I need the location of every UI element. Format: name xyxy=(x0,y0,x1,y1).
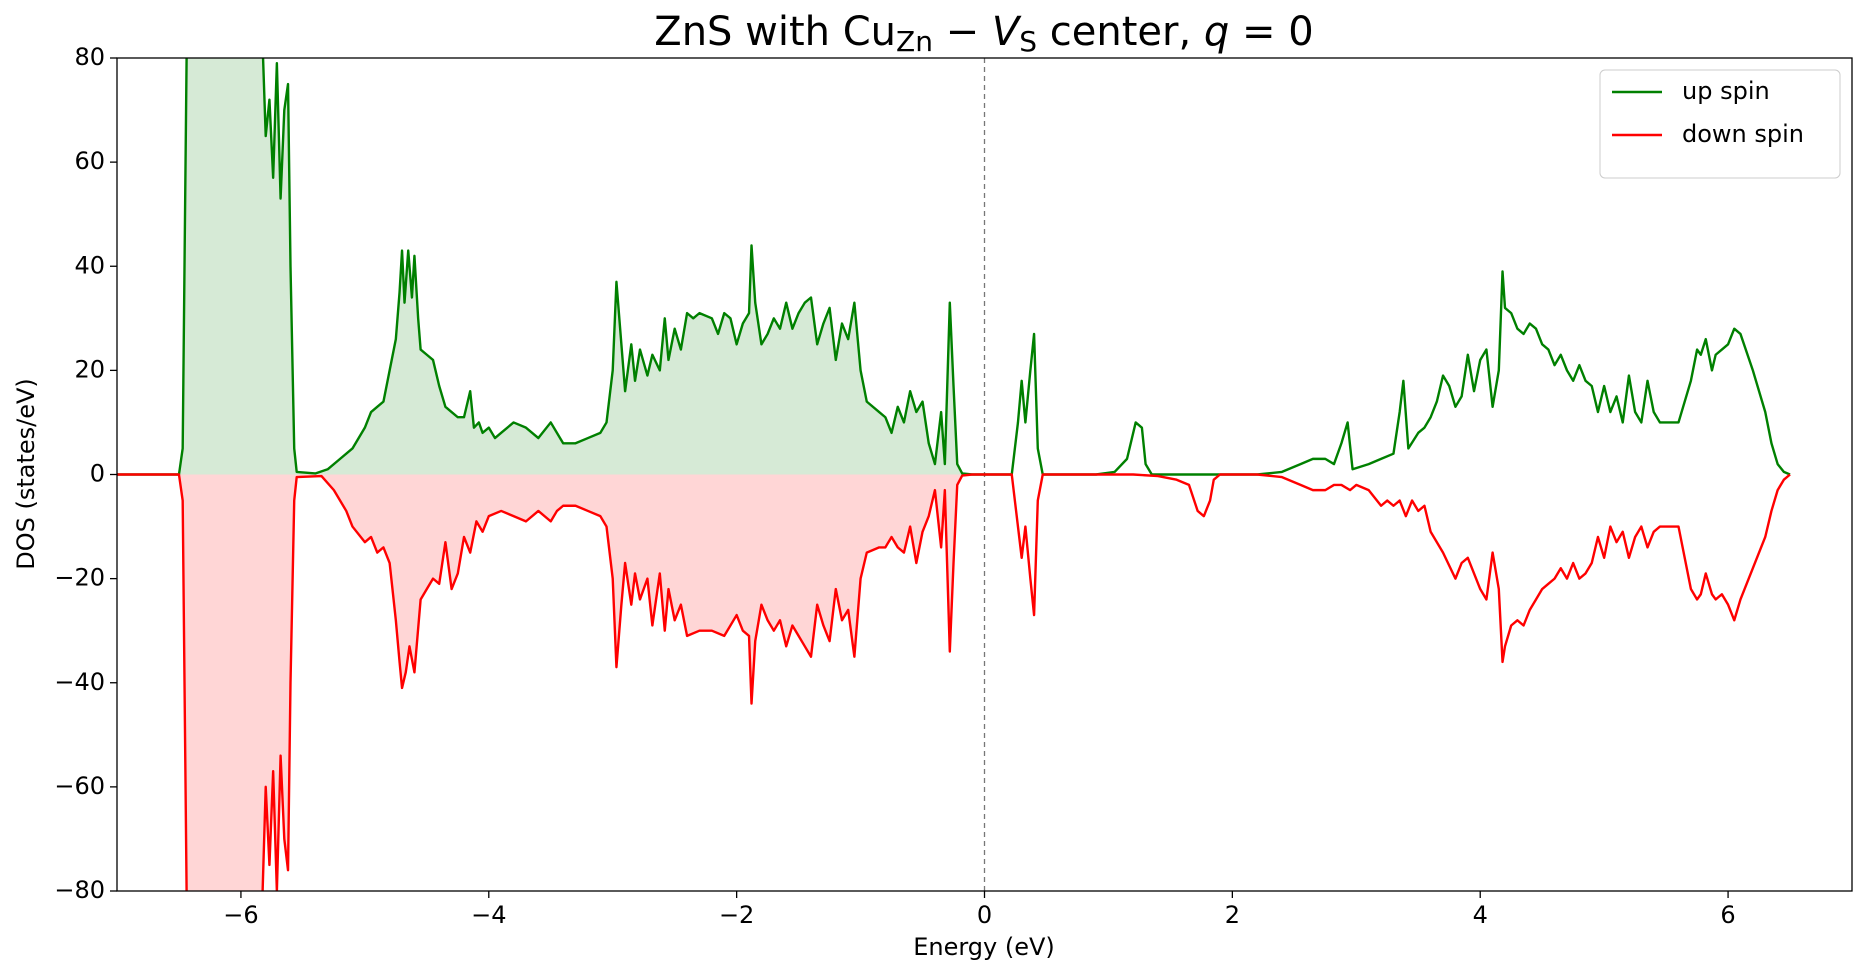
y-tick-label: −20 xyxy=(54,564,105,592)
x-axis-label: Energy (eV) xyxy=(913,933,1055,961)
legend-label: down spin xyxy=(1682,120,1804,148)
y-tick-label: −60 xyxy=(54,772,105,800)
x-tick-label: −4 xyxy=(471,901,506,929)
y-tick-label: 0 xyxy=(90,460,105,488)
x-tick-label: −6 xyxy=(223,901,258,929)
title-part: − xyxy=(933,9,992,55)
chart-title: ZnS with CuZn − VS center, q = 0 xyxy=(654,9,1313,58)
y-tick-label: 20 xyxy=(74,355,105,383)
title-part: q xyxy=(1204,9,1229,55)
area-fill xyxy=(117,58,973,475)
title-part: Zn xyxy=(896,25,933,58)
title-part: = 0 xyxy=(1229,9,1313,55)
x-tick-label: 4 xyxy=(1473,901,1488,929)
y-axis-label: DOS (states/eV) xyxy=(12,378,40,570)
title-part: S xyxy=(1019,25,1037,58)
y-tick-label: 80 xyxy=(74,43,105,71)
y-tick-label: 40 xyxy=(74,251,105,279)
title-part: center, xyxy=(1037,9,1204,55)
x-tick-label: −2 xyxy=(719,901,754,929)
area-fill xyxy=(117,474,973,891)
series-line xyxy=(117,473,1791,891)
plot-area xyxy=(117,58,1791,891)
y-tick-label: 60 xyxy=(74,147,105,175)
legend-box xyxy=(1599,69,1841,179)
title-part: V xyxy=(992,9,1022,55)
legend-label: up spin xyxy=(1682,77,1770,105)
y-tick-label: −80 xyxy=(54,876,105,904)
y-tick-label: −40 xyxy=(54,668,105,696)
series-line xyxy=(117,58,1791,476)
title-part: ZnS with Cu xyxy=(654,9,896,55)
x-tick-label: 6 xyxy=(1720,901,1735,929)
x-tick-label: 0 xyxy=(977,901,992,929)
legend: up spin down spin xyxy=(1599,69,1841,179)
x-tick-label: 2 xyxy=(1225,901,1240,929)
